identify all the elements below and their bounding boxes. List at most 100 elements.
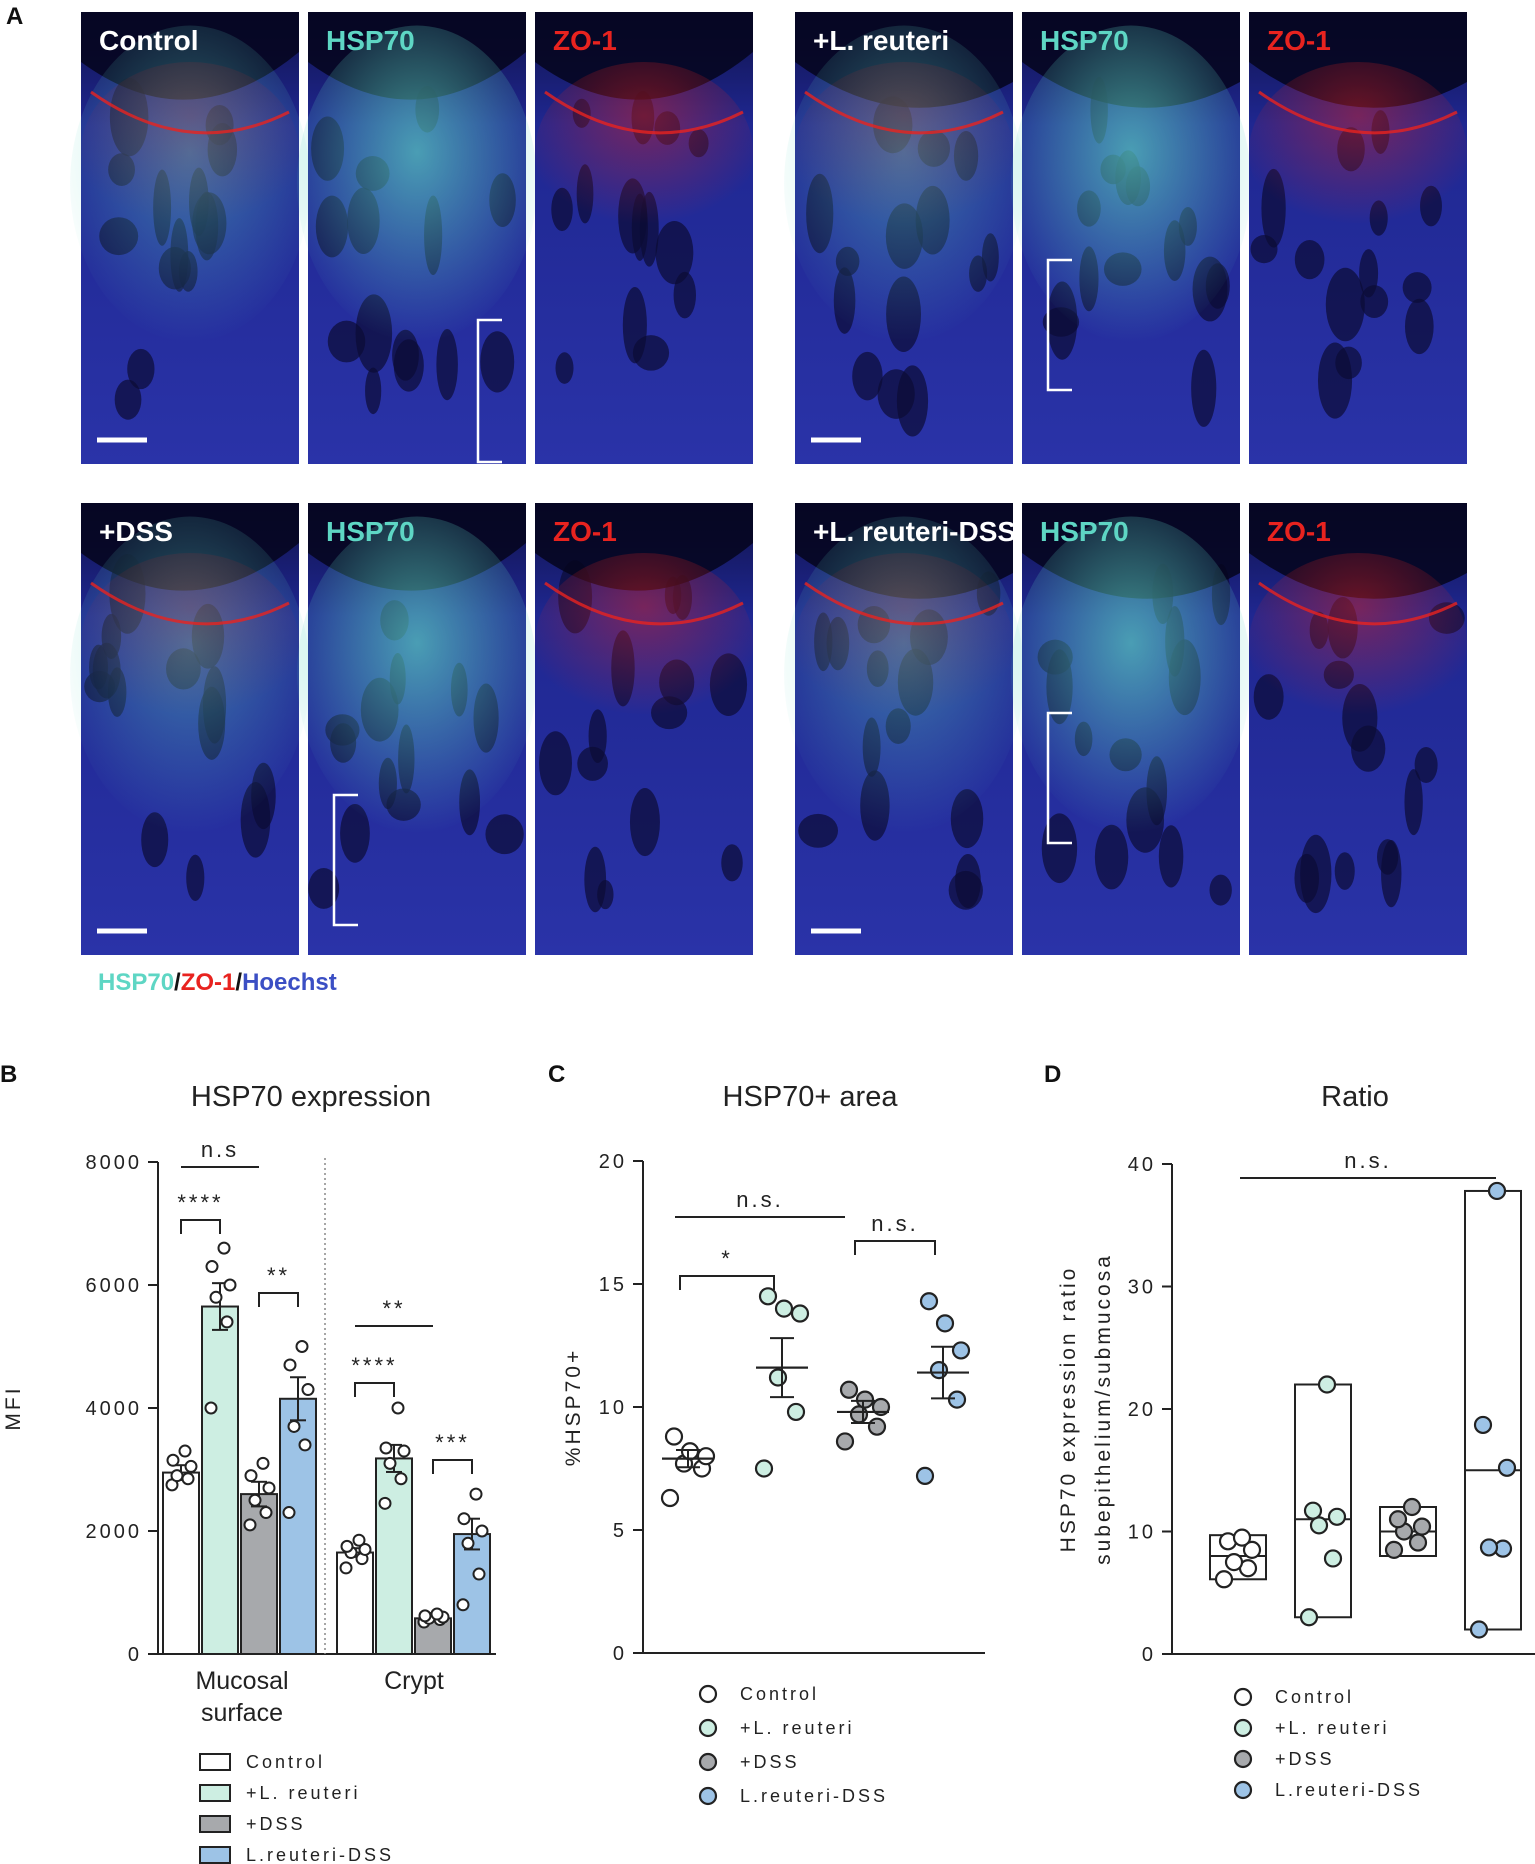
data-point — [790, 1304, 810, 1323]
hsp70-signal — [297, 516, 537, 833]
data-point — [184, 1459, 198, 1473]
data-point — [1388, 1510, 1408, 1529]
y-tick-label: 20 — [599, 1151, 627, 1173]
significance-label: ** — [382, 1296, 405, 1321]
data-point — [181, 1472, 195, 1486]
legend-label: +DSS — [740, 1752, 800, 1772]
data-point — [166, 1453, 180, 1467]
micrograph-panel: HSP70 — [297, 12, 537, 464]
micrograph-label: HSP70 — [1040, 25, 1129, 56]
data-point — [259, 1506, 273, 1520]
crypt-lumen — [480, 331, 515, 393]
data-point — [768, 1368, 788, 1387]
micrograph-label: +L. reuteri-DSS — [813, 516, 1016, 547]
legend-label: L.reuteri-DSS — [1275, 1780, 1423, 1800]
crypt-lumen — [798, 813, 839, 848]
micrograph-panel: HSP70 — [1011, 503, 1251, 955]
data-point — [919, 1292, 939, 1311]
data-point — [1479, 1538, 1499, 1557]
significance-label: ** — [267, 1263, 290, 1288]
chart-title: HSP70 expression — [191, 1081, 431, 1113]
panel-d-letter: D — [1044, 1061, 1061, 1088]
data-point — [1469, 1620, 1489, 1639]
crypt-lumen — [436, 329, 458, 401]
chart-hsp70-expression: HSP70 expression 0 2000 4000 6000 8000 MFI Muco… — [2, 1081, 496, 1864]
y-tick-label: 40 — [1128, 1154, 1156, 1176]
significance-bracket — [679, 1275, 775, 1290]
crypt-lumen — [896, 365, 929, 437]
legend-swatch — [199, 1815, 231, 1833]
crypt-lumen — [629, 788, 660, 857]
stain-legend-sep1: / — [174, 969, 181, 996]
y-tick-label: 30 — [1128, 1277, 1156, 1299]
data-point — [660, 1488, 680, 1508]
data-point — [358, 1542, 372, 1556]
zo1-glow — [795, 553, 1013, 733]
data-point — [1384, 1540, 1404, 1559]
micrograph-label: HSP70 — [326, 516, 415, 547]
data-point — [835, 1432, 855, 1451]
legend-label: +L. reuteri — [1275, 1718, 1390, 1738]
data-point — [256, 1456, 270, 1470]
y-tick-label: 20 — [1128, 1399, 1156, 1421]
data-point — [1487, 1181, 1507, 1201]
legend-label: L.reuteri-DSS — [246, 1845, 394, 1864]
data-point — [301, 1383, 315, 1397]
crypt-lumen — [308, 868, 340, 909]
micrograph-panel: ZO-1 — [1249, 12, 1467, 464]
data-point — [849, 1405, 869, 1424]
significance-label: * — [721, 1246, 733, 1271]
bar — [240, 1493, 278, 1655]
y-tick-label: 2000 — [86, 1521, 143, 1543]
group-label: surface — [201, 1699, 283, 1727]
y-tick-label: 5 — [613, 1520, 627, 1542]
group-label: Crypt — [384, 1667, 444, 1695]
data-point — [248, 1493, 262, 1507]
data-point — [469, 1487, 483, 1501]
data-point — [786, 1402, 806, 1422]
data-point — [1402, 1497, 1422, 1517]
data-point — [430, 1607, 444, 1621]
crypt-lumen — [1094, 824, 1129, 890]
panel-b-letter: B — [0, 1061, 17, 1088]
data-point — [915, 1466, 935, 1485]
data-point — [243, 1518, 257, 1532]
zo1-glow — [1249, 62, 1467, 242]
legend-label: L.reuteri-DSS — [740, 1786, 888, 1806]
crypt-lumen — [1158, 825, 1184, 888]
crypt-lumen — [1404, 298, 1434, 355]
micrograph-label: ZO-1 — [553, 25, 617, 56]
y-axis-title: MFI — [2, 1385, 25, 1430]
stain-legend-hsp70: HSP70 — [98, 969, 174, 996]
zo1-glow — [795, 62, 1013, 242]
crypt-lumen — [393, 339, 424, 392]
crypt-lumen — [1300, 834, 1332, 914]
micrograph-panel: ZO-1 — [535, 12, 753, 464]
y-tick-label: 10 — [1128, 1522, 1156, 1544]
data-point — [696, 1447, 716, 1466]
legend-marker — [698, 1684, 718, 1704]
data-point — [283, 1358, 297, 1372]
data-point — [680, 1442, 700, 1461]
y-tick-label: 0 — [1142, 1644, 1156, 1666]
legend-marker — [1233, 1749, 1253, 1769]
legend-marker — [1233, 1780, 1253, 1800]
significance-label: n.s — [201, 1137, 239, 1162]
data-point — [1323, 1549, 1343, 1568]
micrograph-panel: HSP70 — [297, 503, 537, 955]
data-point — [394, 1472, 408, 1486]
data-point — [1309, 1516, 1329, 1535]
data-point — [475, 1524, 489, 1538]
data-point — [1497, 1458, 1517, 1477]
data-point — [209, 1290, 223, 1304]
data-point — [339, 1561, 353, 1575]
crypt-lumen — [1404, 769, 1423, 836]
data-point — [929, 1360, 949, 1380]
chart-hsp70-area: HSP70+ area 0 5 10 15 20 %HSP70+ n.s. * n.s. Contr… — [562, 1081, 985, 1806]
data-point — [1232, 1528, 1252, 1547]
data-point — [282, 1506, 296, 1520]
chart-ratio: Ratio 0 10 20 30 40 HSP70 expression ratio sube… — [1057, 1081, 1535, 1800]
micrograph-grid: Control HSP70 ZO-1 +L. reuteri HSP70 ZO-1 +DSS… — [70, 12, 1467, 955]
data-point — [1224, 1553, 1244, 1572]
data-point — [391, 1401, 405, 1415]
